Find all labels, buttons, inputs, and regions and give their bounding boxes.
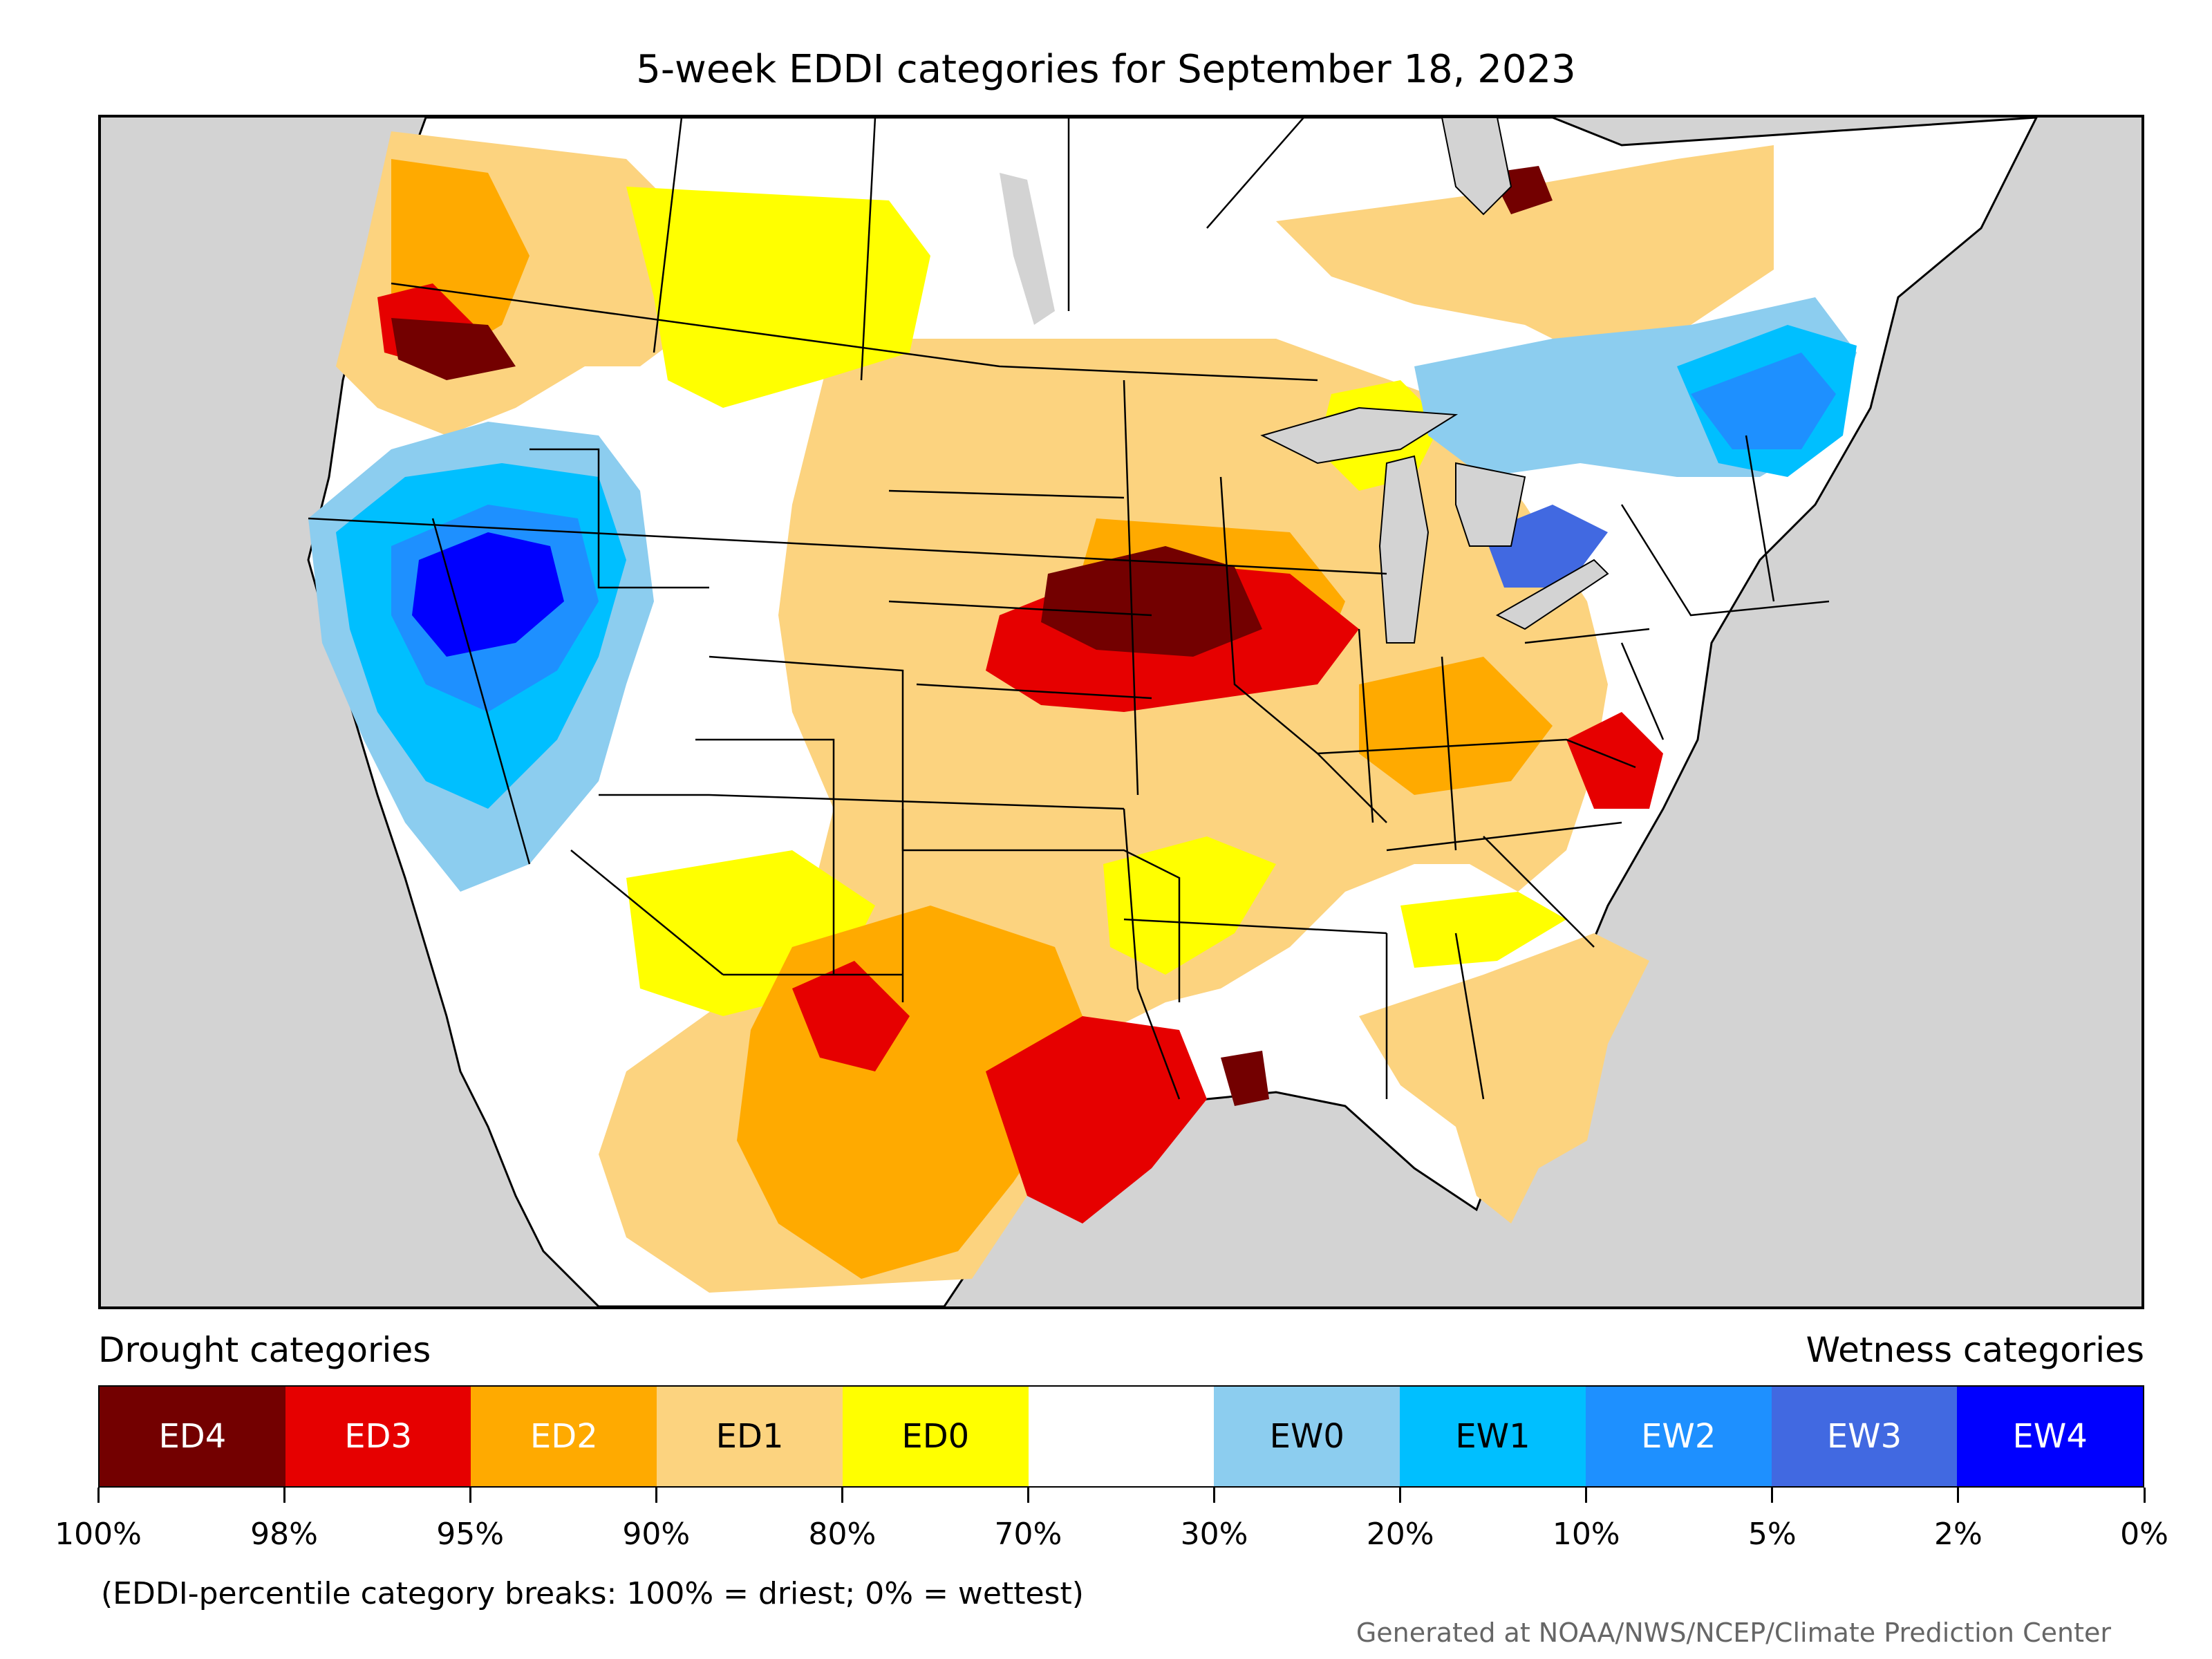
colorbar-tick [2143, 1488, 2146, 1503]
region-ed3-texas [986, 1016, 1207, 1224]
colorbar-tick [97, 1488, 100, 1503]
lake-huron [1455, 462, 1526, 547]
category-swatch-ew0: EW0 [1214, 1387, 1400, 1486]
colorbar-tick-label: 30% [1180, 1517, 1248, 1552]
colorbar-tick-label: 100% [55, 1517, 142, 1552]
colorbar-tick [1399, 1488, 1402, 1503]
colorbar-tick-label: 0% [2120, 1517, 2168, 1552]
colorbar-tick-label: 70% [994, 1517, 1062, 1552]
colorbar-tick-label: 5% [1747, 1517, 1797, 1552]
lake-winnipeg [1000, 173, 1055, 325]
region-ed4-louisiana [1221, 1051, 1269, 1106]
colorbar-tick [283, 1488, 285, 1503]
eddi-map-graphic [307, 118, 2038, 1306]
region-ed2-ohio-valley [1359, 657, 1553, 795]
region-ew2-northeast [1691, 353, 1836, 449]
colorbar-tick [1771, 1488, 1774, 1503]
region-ed1-canada [1276, 145, 1774, 366]
lake-erie [1495, 559, 1609, 630]
colorbar-tick [1027, 1488, 1029, 1503]
category-swatch-ew4: EW4 [1957, 1387, 2144, 1486]
colorbar-tick-label: 95% [436, 1517, 505, 1552]
category-swatch-ed0: ED0 [842, 1387, 1029, 1486]
category-breaks-note: (EDDI-percentile category breaks: 100% =… [101, 1576, 1084, 1611]
colorbar-tick-label: 90% [622, 1517, 691, 1552]
drought-categories-heading: Drought categories [98, 1330, 431, 1370]
boundary-lines [308, 118, 1830, 1100]
region-ew4-west [412, 532, 564, 657]
category-swatch-ed4: ED4 [100, 1387, 285, 1486]
colorbar-tick [1585, 1488, 1588, 1503]
region-ed0-south [1103, 836, 1276, 975]
hudson-bay-fragment [1441, 118, 1512, 216]
region-ed0-plains [626, 187, 930, 408]
lake-superior [1260, 406, 1459, 465]
region-ed3-new-mexico [792, 961, 910, 1071]
category-swatch-ed3: ED3 [285, 1387, 471, 1486]
category-swatch-ed2: ED2 [471, 1387, 657, 1486]
region-ed4-midwest [1041, 546, 1262, 657]
region-ed4-oregon [391, 318, 516, 380]
lake-michigan [1378, 455, 1430, 644]
region-ed1-southeast [1359, 933, 1649, 1224]
category-colorbar: ED4 ED3 ED2 ED1 ED0 EW0 EW1 EW2 EW3 EW4 [98, 1385, 2144, 1488]
map-title: 5-week EDDI categories for September 18,… [636, 47, 1576, 92]
eddi-map [98, 115, 2144, 1309]
colorbar-tick [841, 1488, 843, 1503]
category-swatch-ew1: EW1 [1400, 1387, 1586, 1486]
colorbar-tick [469, 1488, 471, 1503]
colorbar-tick [1957, 1488, 1960, 1503]
colorbar-tick [1213, 1488, 1216, 1503]
colorbar-tick-label: 80% [808, 1517, 877, 1552]
region-ed3-virginia [1566, 712, 1663, 809]
credit-line: Generated at NOAA/NWS/NCEP/Climate Predi… [1356, 1618, 2111, 1648]
wetness-categories-heading: Wetness categories [1806, 1330, 2144, 1370]
region-ed0-southeast [1400, 892, 1566, 968]
colorbar-tick-label: 98% [250, 1517, 318, 1552]
colorbar-tick-label: 10% [1552, 1517, 1620, 1552]
category-swatch-ew3: EW3 [1771, 1387, 1958, 1486]
category-swatch-normal [1028, 1387, 1215, 1486]
colorbar-tick [655, 1488, 657, 1503]
colorbar-tick-label: 20% [1366, 1517, 1434, 1552]
colorbar-tick-label: 2% [1934, 1517, 1983, 1552]
category-swatch-ew2: EW2 [1585, 1387, 1772, 1486]
category-swatch-ed1: ED1 [657, 1387, 843, 1486]
